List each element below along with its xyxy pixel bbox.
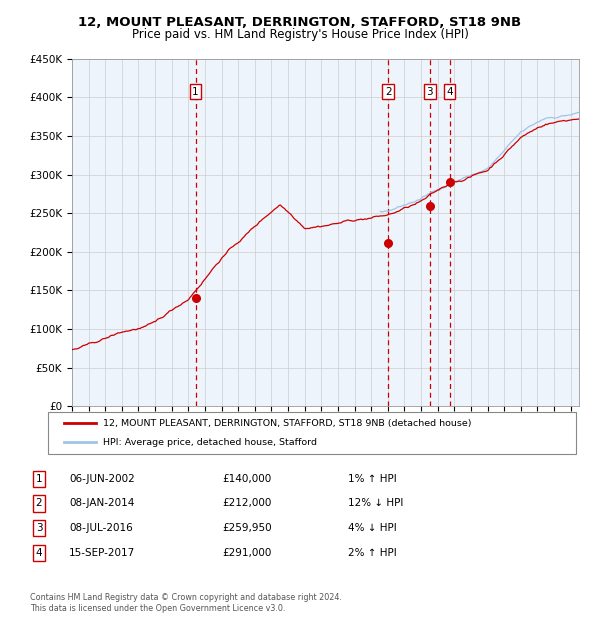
Text: 08-JUL-2016: 08-JUL-2016 (69, 523, 133, 533)
Bar (571, 59, 579, 406)
Text: Price paid vs. HM Land Registry's House Price Index (HPI): Price paid vs. HM Land Registry's House … (131, 28, 469, 41)
Text: 1: 1 (192, 87, 199, 97)
Text: 4% ↓ HPI: 4% ↓ HPI (348, 523, 397, 533)
Text: HPI: Average price, detached house, Stafford: HPI: Average price, detached house, Staf… (103, 438, 317, 447)
FancyBboxPatch shape (48, 412, 576, 454)
Text: 08-JAN-2014: 08-JAN-2014 (69, 498, 134, 508)
Text: 1% ↑ HPI: 1% ↑ HPI (348, 474, 397, 484)
Text: 12% ↓ HPI: 12% ↓ HPI (348, 498, 403, 508)
Text: Contains HM Land Registry data © Crown copyright and database right 2024.
This d: Contains HM Land Registry data © Crown c… (30, 593, 342, 613)
Text: 4: 4 (35, 548, 43, 558)
Text: 3: 3 (35, 523, 43, 533)
Text: 06-JUN-2002: 06-JUN-2002 (69, 474, 135, 484)
Text: 2: 2 (385, 87, 392, 97)
Text: £259,950: £259,950 (222, 523, 272, 533)
Text: 2% ↑ HPI: 2% ↑ HPI (348, 548, 397, 558)
Text: 12, MOUNT PLEASANT, DERRINGTON, STAFFORD, ST18 9NB: 12, MOUNT PLEASANT, DERRINGTON, STAFFORD… (79, 16, 521, 29)
Text: 3: 3 (427, 87, 433, 97)
Text: £140,000: £140,000 (222, 474, 271, 484)
Text: £291,000: £291,000 (222, 548, 271, 558)
Text: 2: 2 (35, 498, 43, 508)
Text: 4: 4 (446, 87, 453, 97)
Text: 15-SEP-2017: 15-SEP-2017 (69, 548, 135, 558)
Text: £212,000: £212,000 (222, 498, 271, 508)
Text: 1: 1 (35, 474, 43, 484)
Text: 12, MOUNT PLEASANT, DERRINGTON, STAFFORD, ST18 9NB (detached house): 12, MOUNT PLEASANT, DERRINGTON, STAFFORD… (103, 418, 472, 428)
